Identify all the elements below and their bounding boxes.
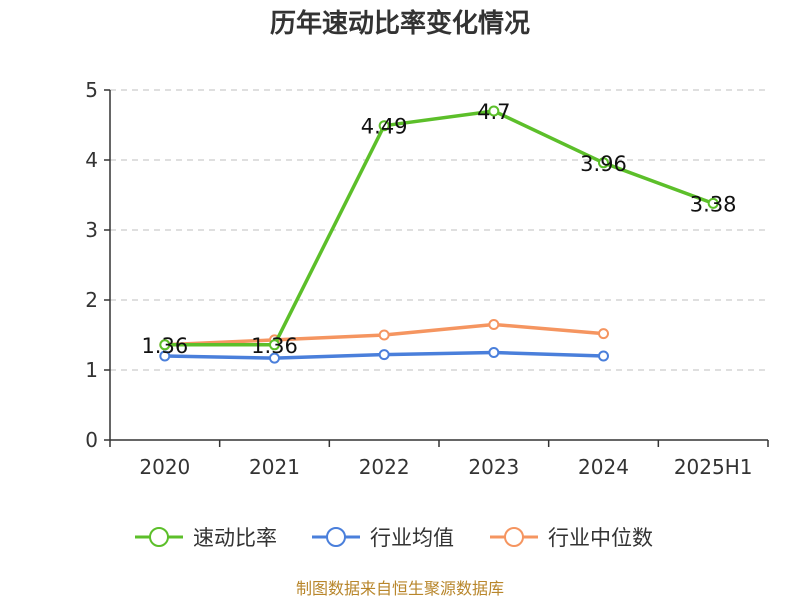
data-label: 3.96 <box>580 152 627 176</box>
data-label: 1.36 <box>141 334 188 358</box>
data-label: 4.49 <box>361 115 408 139</box>
legend: 速动比率 行业均值 行业中位数 <box>135 526 653 550</box>
x-tick-label: 2025H1 <box>674 455 753 479</box>
y-tick-label: 1 <box>85 358 98 382</box>
data-point <box>269 352 280 364</box>
legend-marker <box>326 527 346 547</box>
data-point <box>488 319 500 330</box>
y-tick-label: 0 <box>85 428 98 452</box>
data-point <box>159 350 171 362</box>
data-point <box>598 157 609 169</box>
x-tick-label: 2024 <box>578 455 629 479</box>
series-line <box>163 109 715 347</box>
data-point <box>378 120 390 132</box>
x-tick-label: 2020 <box>139 455 190 479</box>
data-point <box>159 339 171 351</box>
y-tick-label: 5 <box>85 78 98 102</box>
data-point <box>378 349 390 361</box>
y-tick-label: 3 <box>85 218 98 242</box>
data-point <box>269 339 280 351</box>
legend-marker <box>149 527 169 547</box>
source-note: 制图数据来自恒生聚源数据库 <box>296 579 504 598</box>
x-tick-label: 2022 <box>359 455 410 479</box>
data-label: 4.7 <box>477 100 510 124</box>
legend-label: 速动比率 <box>193 526 277 550</box>
legend-label: 行业中位数 <box>548 526 653 550</box>
data-point <box>598 328 609 340</box>
chart-title: 历年速动比率变化情况 <box>270 8 530 39</box>
data-point <box>378 329 390 341</box>
data-point <box>488 105 500 117</box>
y-tick-label: 2 <box>85 288 98 312</box>
x-tick-label: 2021 <box>249 455 300 479</box>
legend-label: 行业均值 <box>370 526 454 550</box>
data-labels: 1.36 1.36 4.49 4.7 3.96 3.38 <box>141 100 736 358</box>
data-point <box>598 350 609 362</box>
data-point <box>707 197 719 209</box>
legend-marker <box>504 527 524 547</box>
data-label: 1.36 <box>251 334 298 358</box>
x-tick-label: 2023 <box>468 455 519 479</box>
data-point <box>488 347 500 358</box>
y-tick-label: 4 <box>85 148 98 172</box>
axes: 0 1 2 3 4 5 2020 2021 2022 2023 2024 2025H1 <box>85 78 769 479</box>
series-layer <box>159 105 719 364</box>
data-label: 3.38 <box>690 192 737 216</box>
